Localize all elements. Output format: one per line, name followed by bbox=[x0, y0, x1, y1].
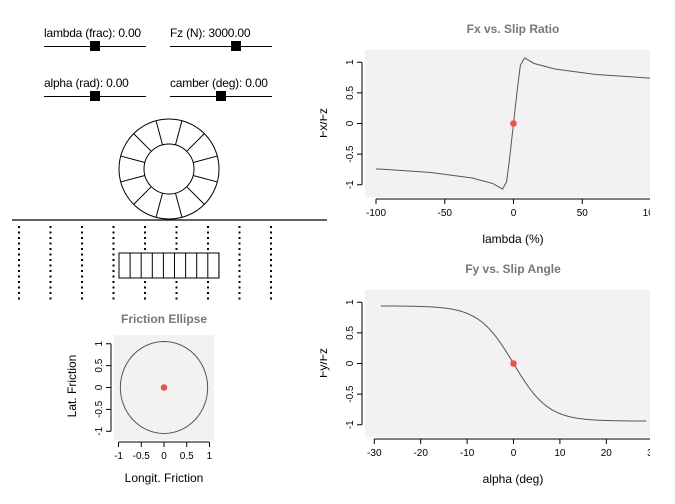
tire-tread-segment bbox=[120, 174, 145, 183]
y-tick-label: -0.5 bbox=[345, 385, 356, 403]
ground-dot-column bbox=[18, 226, 20, 300]
lambda-slider-knob[interactable] bbox=[90, 41, 100, 51]
operating-point-marker bbox=[160, 384, 168, 391]
y-tick-label: -1 bbox=[94, 426, 105, 435]
x-tick-label: 0 bbox=[511, 208, 517, 219]
alpha-slider-knob[interactable] bbox=[90, 91, 100, 101]
tire-tread-segment bbox=[193, 174, 218, 183]
chart-title: Friction Ellipse bbox=[121, 312, 207, 326]
fx-vs-slip-ratio-chart: Fx vs. Slip Ratio -100 -50 0 50 100 -1 -0.5 0 0.… bbox=[320, 22, 650, 246]
tire-tread-segment bbox=[174, 120, 183, 145]
x-tick-label: 30 bbox=[647, 448, 650, 459]
ground-dot-column bbox=[81, 226, 83, 300]
y-tick-label: 0 bbox=[94, 384, 105, 390]
x-tick-label: 100 bbox=[643, 208, 650, 219]
fz-slider-track[interactable] bbox=[170, 46, 272, 47]
x-tick-label: -20 bbox=[413, 448, 428, 459]
tire-tread-segment bbox=[155, 120, 164, 145]
x-axis-label: alpha (deg) bbox=[483, 472, 544, 486]
x-tick-label: 20 bbox=[601, 448, 613, 459]
x-tick-label: 0 bbox=[161, 451, 167, 462]
fz-slider-knob[interactable] bbox=[231, 41, 242, 51]
tire-tread-segment bbox=[120, 155, 145, 164]
y-tick-label: 0.5 bbox=[345, 85, 356, 99]
y-tick-label: -0.5 bbox=[345, 145, 356, 163]
tire-tread-segment bbox=[133, 133, 152, 152]
x-tick-label: 0 bbox=[511, 448, 517, 459]
chart-title: Fx vs. Slip Ratio bbox=[467, 22, 560, 36]
fz-slider[interactable]: Fz (N): 3000.00 bbox=[170, 26, 272, 66]
operating-point-marker bbox=[510, 360, 517, 367]
camber-slider[interactable]: camber (deg): 0.00 bbox=[170, 76, 272, 116]
x-tick-label: 50 bbox=[577, 208, 589, 219]
y-tick-label: -1 bbox=[345, 180, 356, 189]
tire-tread-segment bbox=[186, 133, 205, 152]
x-tick-label: 0.5 bbox=[180, 451, 194, 462]
ground-dot-column bbox=[49, 226, 52, 300]
ground-dot-column bbox=[144, 226, 146, 300]
plot-area bbox=[365, 290, 650, 437]
tire-tread-segment bbox=[155, 193, 164, 218]
ground-dot-column bbox=[270, 226, 272, 300]
x-tick-label: -100 bbox=[366, 208, 386, 219]
y-tick-label: 0.5 bbox=[94, 358, 105, 372]
camber-slider-label: camber (deg): 0.00 bbox=[170, 76, 268, 90]
x-tick-label: -30 bbox=[367, 448, 382, 459]
ground-dots bbox=[18, 226, 272, 300]
tire-outer-ring bbox=[118, 118, 220, 220]
tire-wheel bbox=[118, 118, 220, 220]
tire-tread-segment bbox=[193, 155, 218, 164]
ground-dot-column bbox=[112, 226, 115, 300]
y-tick-label: 0 bbox=[345, 120, 356, 126]
y-tick-label: 1 bbox=[345, 59, 356, 65]
x-tick-label: -1 bbox=[114, 451, 123, 462]
y-tick-label: -1 bbox=[345, 420, 356, 429]
alpha-slider-label: alpha (rad): 0.00 bbox=[44, 76, 129, 90]
y-tick-label: 0 bbox=[345, 360, 356, 366]
contact-patch-outline bbox=[118, 252, 220, 279]
y-tick-label: 1 bbox=[94, 341, 105, 347]
y-axis-label: Lat. Friction bbox=[65, 355, 79, 418]
fz-slider-label: Fz (N): 3000.00 bbox=[170, 26, 251, 40]
chart-title: Fy vs. Slip Angle bbox=[465, 262, 561, 276]
y-axis-label: Fx/Fz bbox=[320, 108, 330, 138]
operating-point-marker bbox=[510, 120, 517, 127]
y-axis-label: Fy/Fz bbox=[320, 348, 330, 378]
y-tick-label: -0.5 bbox=[94, 400, 105, 418]
lambda-slider-label: lambda (frac): 0.00 bbox=[44, 26, 141, 40]
ground-dot-column bbox=[175, 226, 178, 300]
y-tick-label: 0.5 bbox=[345, 325, 356, 339]
x-tick-label: -0.5 bbox=[133, 451, 151, 462]
friction-ellipse-chart: Friction Ellipse -1 -0.5 0 0.5 1-1-0.500.51 … bbox=[65, 312, 214, 485]
x-axis-label: Longit. Friction bbox=[125, 471, 204, 485]
x-tick-label: 1 bbox=[207, 451, 213, 462]
fy-vs-slip-angle-chart: Fy vs. Slip Angle -30-20-100102030-1-0.5… bbox=[320, 262, 650, 486]
x-axis-label: lambda (%) bbox=[482, 232, 543, 246]
tire-tread-segment bbox=[174, 193, 183, 218]
x-tick-label: -50 bbox=[438, 208, 453, 219]
alpha-slider[interactable]: alpha (rad): 0.00 bbox=[44, 76, 146, 116]
camber-slider-knob[interactable] bbox=[216, 91, 226, 101]
tire-tread-segment bbox=[133, 186, 152, 205]
contact-patch bbox=[118, 252, 220, 279]
tire-inner-ring bbox=[143, 143, 195, 195]
y-tick-label: 1 bbox=[345, 299, 356, 305]
x-tick-label: -10 bbox=[460, 448, 475, 459]
lambda-slider[interactable]: lambda (frac): 0.00 bbox=[44, 26, 146, 66]
ellipse-curve bbox=[119, 341, 209, 434]
ground-dot-column bbox=[238, 226, 241, 300]
x-tick-label: 10 bbox=[554, 448, 566, 459]
ground-dot-column bbox=[207, 226, 209, 300]
tire-tread-segment bbox=[186, 186, 205, 205]
